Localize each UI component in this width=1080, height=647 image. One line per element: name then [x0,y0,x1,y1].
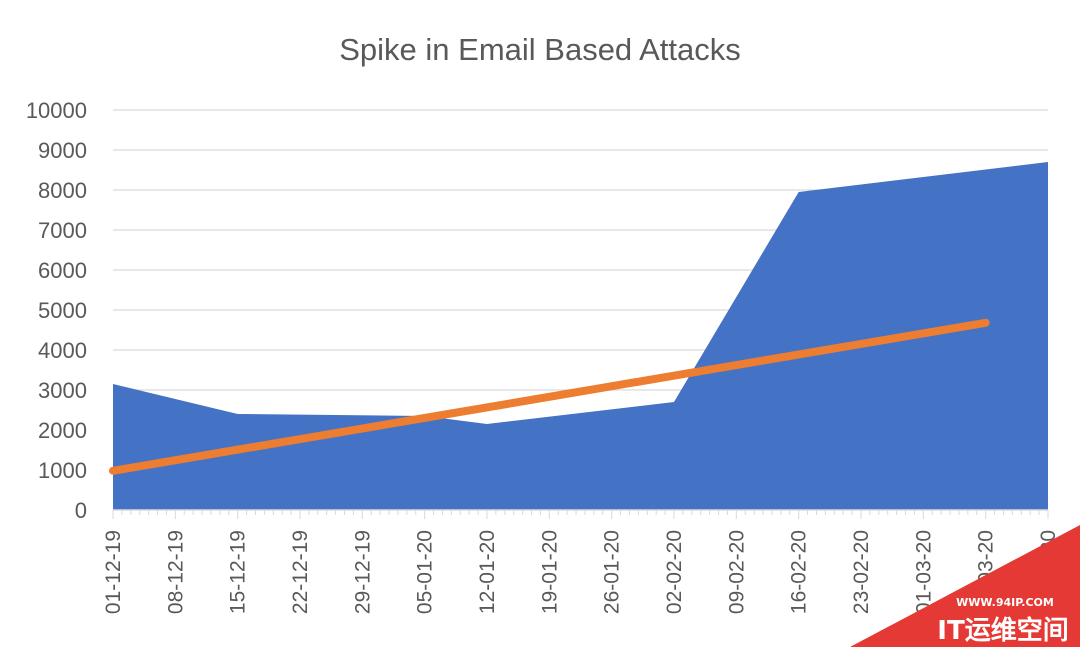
area-series [113,162,1048,510]
axes: 0 1000 2000 3000 4000 5000 6000 7000 8000 9000 100… [26,98,1060,614]
y-tick-label: 2000 [38,418,87,443]
y-tick-label: 0 [75,498,87,523]
x-tick-label: 09-02-20 [725,530,748,614]
x-tick-label: 12-01-20 [476,530,499,614]
y-tick-label: 4000 [38,338,87,363]
y-tick-label: 5000 [38,298,87,323]
plot-area [113,162,1048,510]
watermark-text: IT运维空间 [937,615,1068,646]
x-tick-label: 15-12-19 [227,530,250,614]
x-tick-label: 22-12-19 [289,530,312,614]
x-tick-label: 19-01-20 [538,530,561,614]
x-tick-label: 08-12-19 [164,530,187,614]
y-tick-label: 6000 [38,258,87,283]
x-tick-label: 23-02-20 [850,530,873,614]
x-tick-label: 05-01-20 [414,530,437,614]
trendline-layer [109,318,990,475]
y-tick-label: 3000 [38,378,87,403]
y-tick-label: 10000 [26,98,87,123]
x-tick-label: 01-03-20 [912,530,935,614]
y-tick-label: 7000 [38,218,87,243]
trendline [109,318,990,475]
y-tick-label: 1000 [38,458,87,483]
y-tick-label: 9000 [38,138,87,163]
y-tick-label: 8000 [38,178,87,203]
x-tick-label: 29-12-19 [351,530,374,614]
x-tick-label: 01-12-19 [102,530,125,614]
watermark: WWW.94IP.COM IT运维空间 [850,525,1080,647]
x-tick-label: 26-01-20 [601,530,624,614]
x-tick-label: 02-02-20 [663,530,686,614]
watermark-url: WWW.94IP.COM [956,596,1054,609]
chart-title: Spike in Email Based Attacks [339,32,740,67]
x-tick-label: 16-02-20 [788,530,811,614]
watermark-banner [850,525,1080,647]
